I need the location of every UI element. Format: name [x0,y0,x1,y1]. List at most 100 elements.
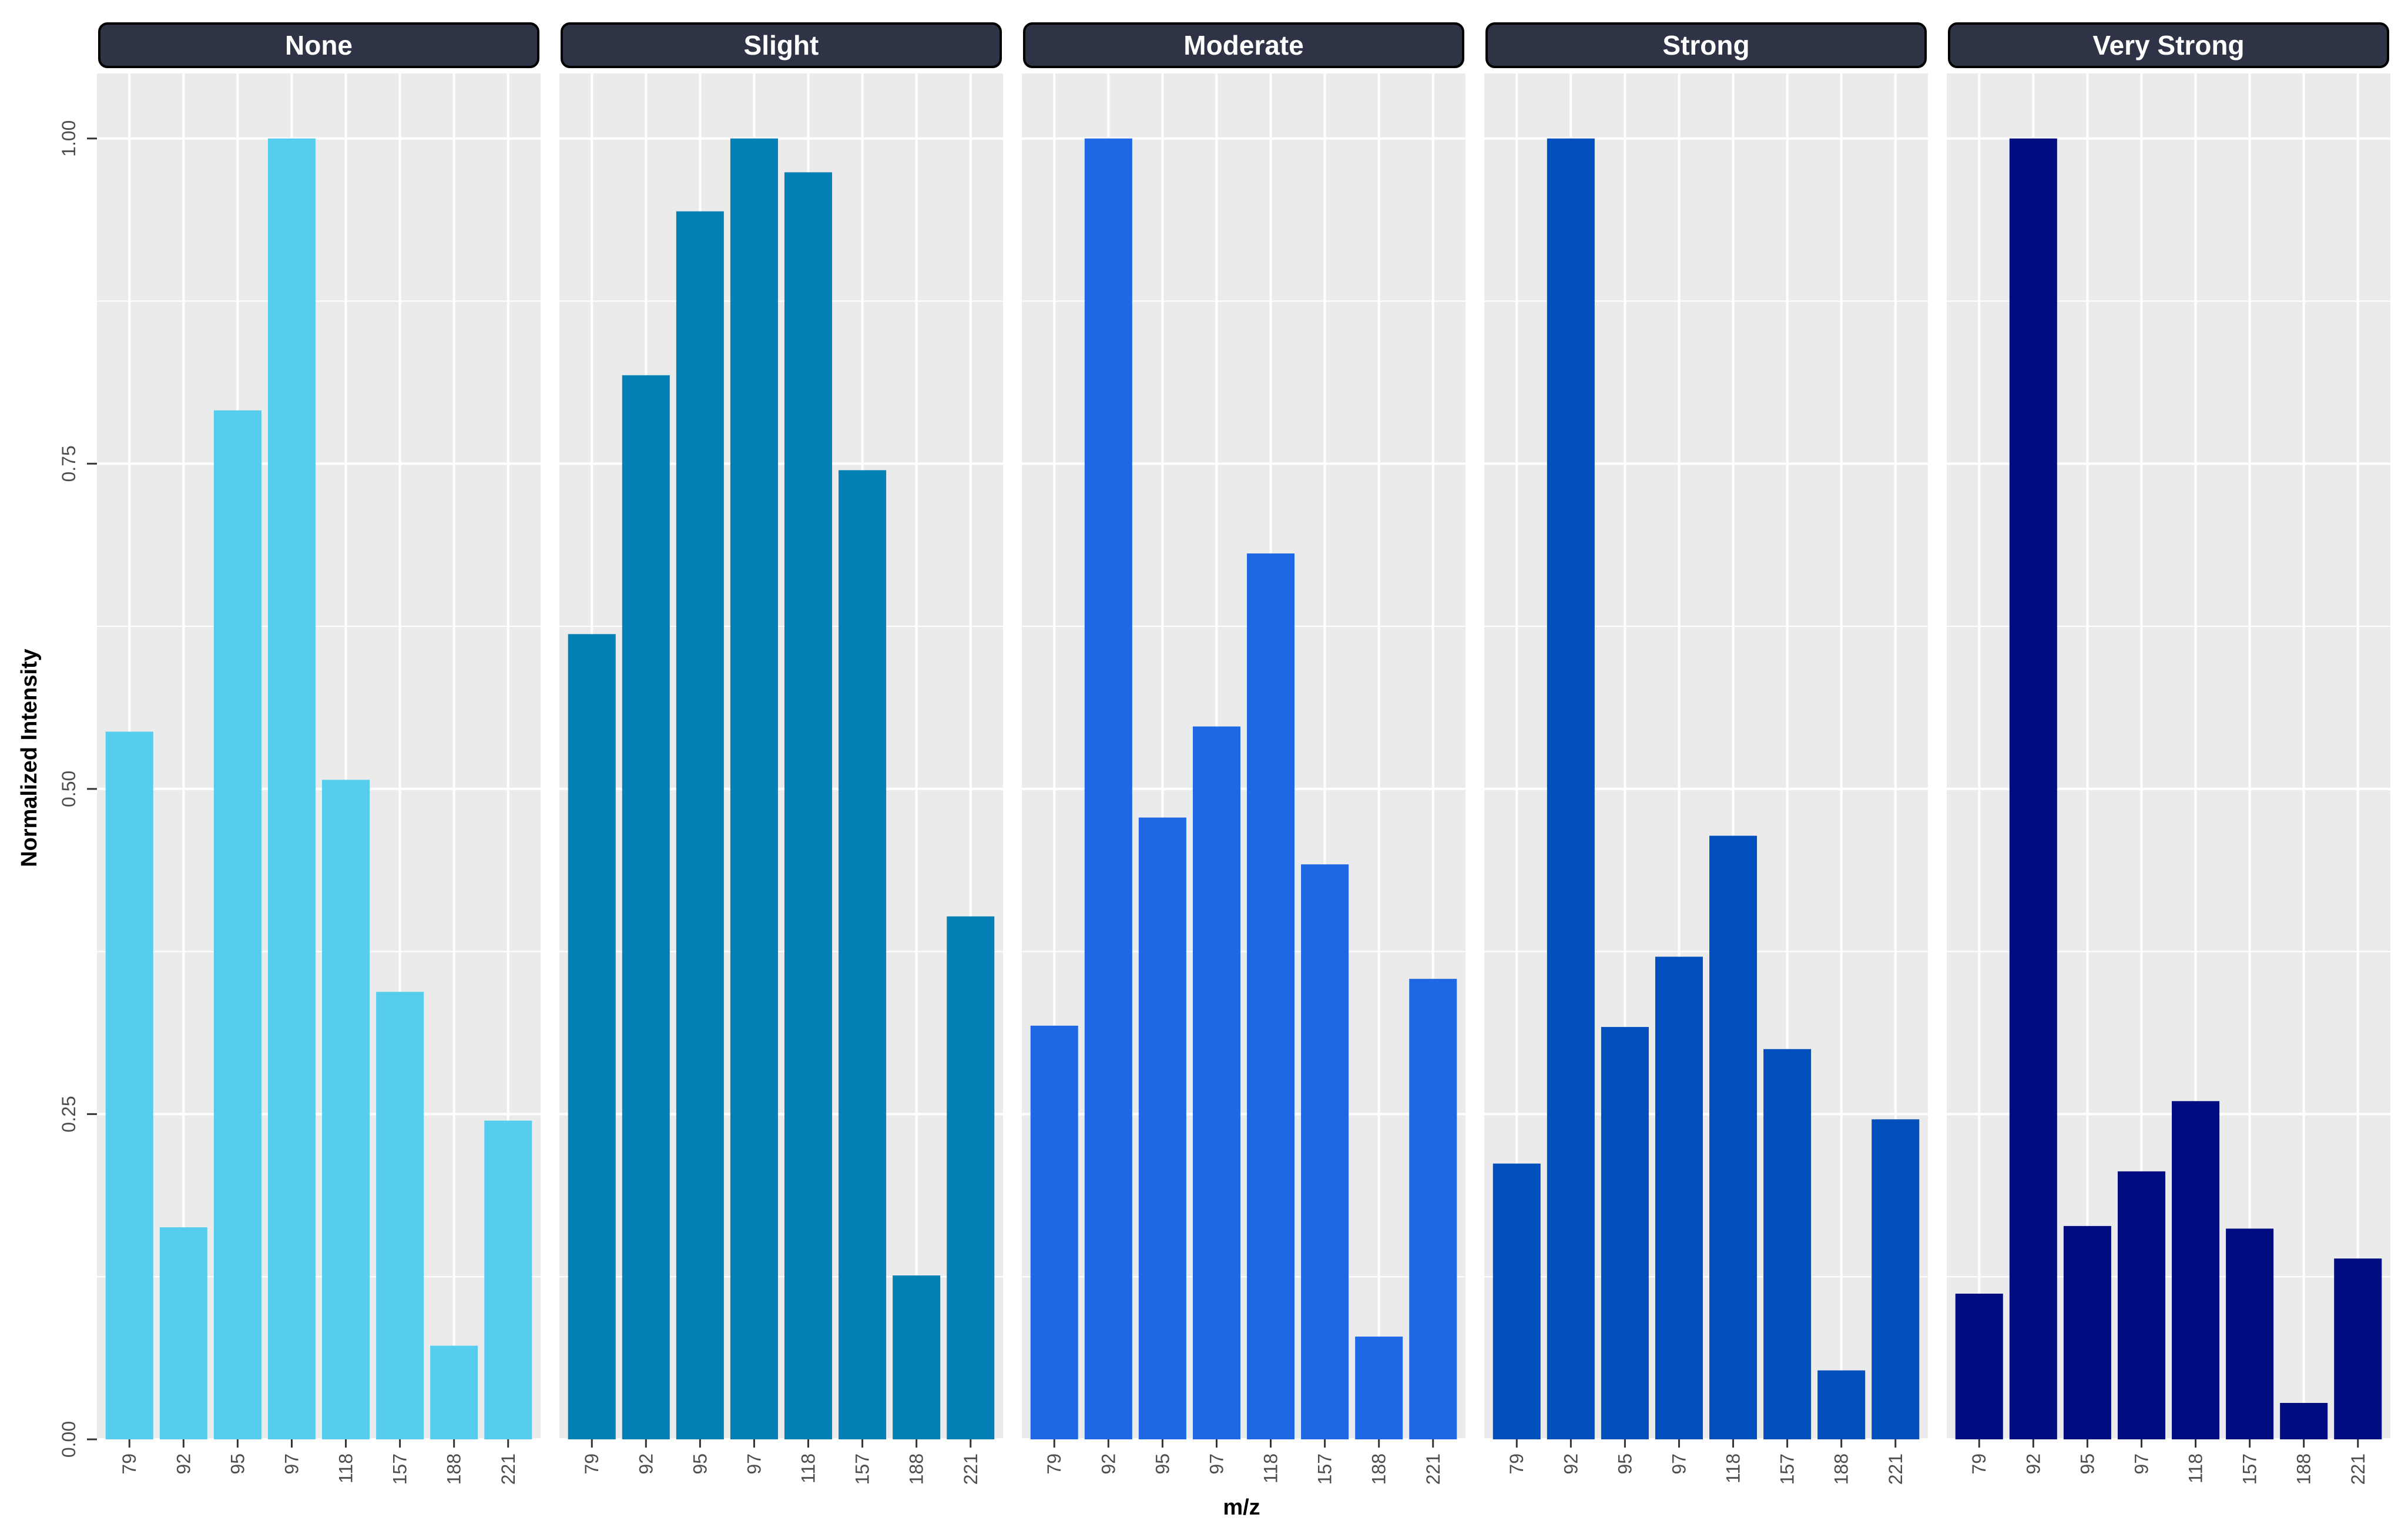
x-tick-label: 221 [1423,1453,1444,1485]
bar-very-strong-79 [1955,1294,2003,1439]
bar-slight-188 [893,1275,941,1439]
x-tick-label: 97 [2131,1453,2152,1475]
y-axis-title: Normalized Intensity [17,649,42,867]
x-tick-label: 95 [2077,1453,2098,1475]
x-tick-label: 95 [1614,1453,1635,1475]
bar-very-strong-95 [2063,1226,2111,1439]
y-tick-label: 0.75 [58,445,79,482]
facet-strip [1485,22,1927,68]
x-tick-label: 95 [689,1453,710,1475]
bar-moderate-97 [1192,726,1240,1439]
y-axis: 0.00 0.25 0.50 0.75 1.00 [58,120,97,1458]
x-tick-label: 79 [1506,1453,1527,1475]
x-tick-label: 118 [2185,1453,2206,1483]
x-tick-label: 221 [960,1453,981,1485]
bar-very-strong-188 [2280,1403,2328,1439]
bar-moderate-188 [1355,1337,1403,1439]
x-tick-label: 157 [1777,1453,1798,1485]
x-tick-label: 95 [227,1453,248,1475]
bar-very-strong-118 [2172,1101,2220,1439]
facet-panel-very-strong: Very Strong 79 92 95 97 118 157 188 221 [1947,22,2390,1485]
y-tick-label: 0.50 [58,771,79,807]
x-tick-label: 118 [336,1453,357,1483]
x-tick-label: 188 [444,1453,465,1485]
x-tick-label: 97 [1206,1453,1227,1475]
bar-slight-92 [622,375,670,1439]
x-tick-label: 157 [1314,1453,1336,1485]
bar-none-221 [484,1120,532,1439]
facet-strip [561,22,1002,68]
x-tick-label: 92 [173,1453,194,1475]
bar-slight-157 [839,470,887,1439]
facet-strip [98,22,539,68]
x-tick-label: 92 [1560,1453,1581,1475]
bar-very-strong-157 [2226,1228,2274,1439]
facet-strip-label: Very Strong [2092,30,2244,61]
facet-strip-label: Slight [744,30,819,61]
y-tick-label: 0.25 [58,1096,79,1132]
bar-none-79 [105,731,153,1439]
bar-very-strong-92 [2009,138,2057,1439]
facet-panels: None 79 92 95 97 118 157 188 221 Slight 79 92 95 97 11… [97,22,2390,1485]
x-axis-title: m/z [1223,1495,1260,1520]
bar-slight-221 [947,916,995,1439]
bar-strong-97 [1655,956,1703,1439]
bar-moderate-157 [1301,864,1349,1439]
x-tick-label: 92 [2023,1453,2044,1475]
x-tick-label: 97 [281,1453,302,1475]
bar-slight-118 [784,172,833,1440]
x-tick-label: 118 [798,1453,819,1483]
x-tick-label: 157 [390,1453,411,1485]
facet-strip [1948,22,2389,68]
x-tick-label: 221 [1885,1453,1906,1485]
bar-slight-97 [730,138,778,1439]
bar-slight-95 [676,211,724,1439]
x-tick-label: 92 [1098,1453,1119,1475]
facet-strip-label: None [285,30,353,61]
facet-panel-none: None 79 92 95 97 118 157 188 221 [97,22,541,1485]
x-tick-label: 79 [119,1453,140,1475]
x-tick-label: 188 [2293,1453,2315,1485]
x-tick-label: 79 [1044,1453,1065,1475]
facet-panel-slight: Slight 79 92 95 97 118 157 188 221 [559,22,1003,1485]
bar-strong-118 [1709,835,1758,1439]
bar-none-95 [213,410,261,1439]
facet-panel-strong: Strong 79 92 95 97 118 157 188 221 [1484,22,1928,1485]
bar-strong-157 [1763,1049,1812,1439]
bar-very-strong-221 [2334,1258,2382,1439]
bar-none-97 [267,138,316,1439]
x-tick-label: 118 [1260,1453,1282,1483]
bar-strong-221 [1872,1119,1920,1439]
bar-strong-79 [1493,1163,1541,1439]
x-tick-label: 92 [635,1453,656,1475]
facet-strip-label: Strong [1662,30,1749,61]
x-tick-label: 221 [498,1453,519,1485]
bar-slight-79 [568,634,616,1439]
facet-panel-moderate: Moderate 79 92 95 97 118 157 188 221 [1022,22,1465,1485]
x-tick-label: 79 [1968,1453,1990,1475]
x-tick-label: 188 [1369,1453,1390,1485]
bar-strong-95 [1601,1027,1649,1439]
facet-strip-label: Moderate [1183,30,1303,61]
facet-strip [1023,22,1464,68]
bar-moderate-118 [1247,553,1295,1439]
x-tick-label: 221 [2347,1453,2369,1485]
bar-strong-188 [1817,1370,1866,1439]
bar-none-92 [159,1227,207,1439]
bar-moderate-79 [1030,1025,1078,1439]
x-tick-label: 95 [1152,1453,1173,1475]
x-tick-label: 97 [1668,1453,1689,1475]
bar-none-157 [376,992,424,1439]
bar-very-strong-97 [2117,1171,2165,1439]
x-tick-label: 188 [1831,1453,1852,1485]
y-tick-label: 1.00 [58,120,79,157]
bar-none-118 [322,780,370,1439]
bar-none-188 [430,1345,478,1439]
x-tick-label: 118 [1723,1453,1744,1483]
x-tick-label: 157 [2239,1453,2261,1485]
x-tick-label: 79 [581,1453,602,1475]
bar-moderate-92 [1084,138,1132,1439]
x-tick-label: 157 [852,1453,873,1485]
bar-moderate-221 [1409,979,1457,1439]
